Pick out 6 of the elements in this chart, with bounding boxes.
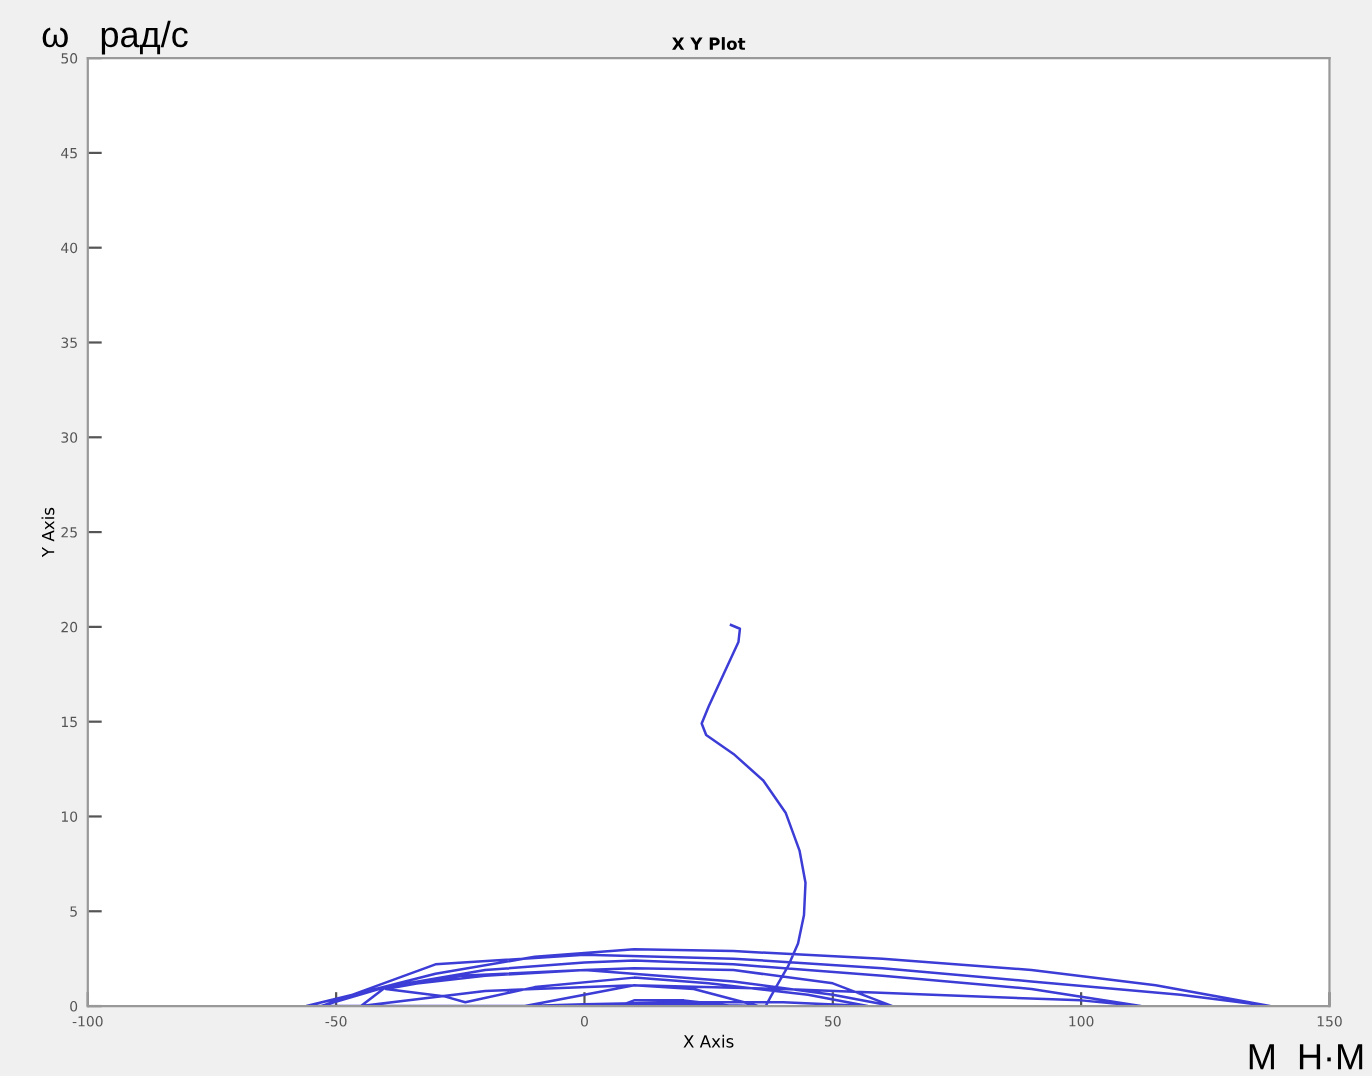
y-axis-title: Y Axis [41,507,55,558]
x-axis-title: X Axis [683,1034,734,1048]
line-series [305,623,1272,1007]
chart-title: X Y Plot [672,37,746,51]
text: ω рад/с [42,20,188,55]
text: М Н·М [1249,1044,1363,1070]
